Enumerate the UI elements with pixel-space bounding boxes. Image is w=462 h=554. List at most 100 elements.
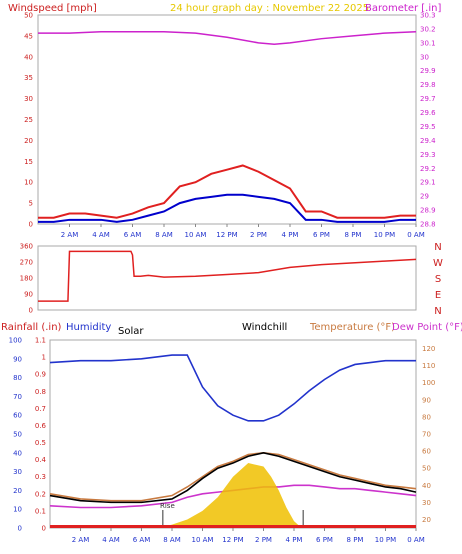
humidity-tick-label: 60 (13, 412, 22, 420)
x-tick-label: 10 AM (185, 231, 207, 239)
barometer-ticks: 28.8 28.9 29 29.1 29.2 29.3 29.4 29.5 29.6 29.7 29… (420, 12, 436, 229)
temperature-header: Temperature (°F) (309, 322, 395, 333)
x-tick-label: 2 AM (72, 536, 90, 544)
x-tick-label: 12 PM (216, 231, 237, 239)
windspeed-tick-label: 45 (24, 32, 33, 40)
x-tick-label: 2 PM (255, 536, 272, 544)
temperature-tick-label: 110 (422, 362, 435, 370)
series-barometer (38, 30, 417, 46)
direction-tick-label: 90 (24, 291, 33, 299)
windspeed-tick-label: 35 (24, 74, 33, 82)
barometer-tick-label: 29.8 (420, 81, 436, 89)
x-tick-label: 8 PM (345, 231, 362, 239)
x-tick-label: 10 AM (192, 536, 214, 544)
windspeed-tick-label: 40 (24, 53, 33, 61)
panel3-series (49, 354, 417, 528)
wind-direction-ticks: 0 90 180 270 360 (20, 243, 33, 315)
windspeed-axis-label: Windspeed [mph] (8, 3, 97, 14)
humidity-tick-label: 0 (18, 525, 22, 533)
windspeed-tick-label: 0 (29, 221, 33, 229)
rainfall-baseline (50, 525, 416, 528)
barometer-tick-label: 29 (420, 193, 429, 201)
barometer-tick-label: 29.7 (420, 95, 436, 103)
x-tick-label: 8 PM (347, 536, 364, 544)
x-tick-label: 6 AM (133, 536, 151, 544)
series-solar (156, 463, 302, 528)
x-tick-label: 8 AM (155, 231, 173, 239)
rain-tick-label: 0.7 (35, 405, 46, 413)
x-tick-label: 2 PM (250, 231, 267, 239)
x-tick-label: 0 AM (407, 231, 425, 239)
barometer-tick-label: 30.3 (420, 12, 436, 20)
panel1-frame (37, 14, 417, 225)
direction-tick-label: 180 (20, 275, 33, 283)
rain-tick-label: 1.1 (35, 337, 46, 345)
barometer-tick-label: 30.2 (420, 25, 436, 33)
humidity-tick-label: 30 (13, 468, 22, 476)
rain-tick-label: 0 (42, 525, 46, 533)
series-windchill (49, 451, 417, 504)
humidity-header: Humidity (66, 322, 111, 333)
x-tick-label: 4 PM (282, 231, 299, 239)
rain-tick-label: 0.5 (35, 439, 46, 447)
compass-label: N (434, 306, 441, 317)
x-tick-label: 6 PM (316, 536, 333, 544)
windspeed-tick-label: 30 (24, 95, 33, 103)
x-tick-label: 4 AM (92, 231, 110, 239)
series-wind-gust (38, 193, 416, 223)
compass-label: N (434, 242, 441, 253)
panel3-x-ticks: 2 AM 4 AM 6 AM 8 AM 10 AM 12 PM 2 PM 4 PM 6 PM 8 … (72, 528, 425, 544)
windchill-header: Windchill (242, 322, 287, 333)
x-tick-label: 4 PM (286, 536, 303, 544)
compass-label: S (435, 274, 441, 285)
rise-marker-label: Rise (160, 502, 175, 510)
humidity-tick-label: 100 (9, 337, 22, 345)
rain-tick-label: 0.3 (35, 473, 46, 481)
direction-tick-label: 270 (20, 259, 33, 267)
rain-tick-label: 0.8 (35, 388, 46, 396)
direction-tick-label: 360 (20, 243, 33, 251)
barometer-tick-label: 29.4 (420, 137, 436, 145)
temperature-tick-label: 90 (422, 396, 431, 404)
panel1-series (38, 30, 417, 223)
series-humidity (49, 354, 416, 422)
rain-tick-label: 0.4 (35, 456, 47, 464)
windspeed-ticks: 0 5 10 15 20 25 30 35 40 45 50 (24, 12, 33, 229)
panel2-frame (37, 245, 417, 311)
humidity-tick-label: 90 (13, 355, 22, 363)
barometer-tick-label: 30.1 (420, 39, 436, 47)
panel3-axes: 0 10 20 30 40 50 60 70 80 90 100 0 0.1 0.2 0.3 0.4 0.5 0.… (9, 337, 436, 533)
rain-tick-label: 0.6 (35, 422, 47, 430)
temperature-tick-label: 50 (422, 465, 431, 473)
windspeed-tick-label: 15 (24, 158, 33, 166)
x-tick-label: 10 PM (375, 536, 396, 544)
x-tick-label: 2 AM (61, 231, 79, 239)
solar-header: Solar (118, 326, 144, 337)
barometer-axis-label: Barometer [.in] (365, 3, 441, 14)
rain-tick-label: 0.2 (35, 490, 46, 498)
x-tick-label: 12 PM (222, 536, 243, 544)
rain-tick-label: 0.1 (35, 507, 46, 515)
temperature-tick-label: 100 (422, 379, 435, 387)
direction-tick-label: 0 (29, 307, 33, 315)
compass-label: E (435, 290, 441, 301)
x-tick-label: 6 AM (124, 231, 142, 239)
humidity-tick-label: 50 (13, 431, 22, 439)
barometer-tick-label: 29.9 (420, 67, 436, 75)
temperature-tick-label: 80 (422, 413, 431, 421)
rain-tick-label: 1 (42, 354, 46, 362)
x-tick-label: 10 PM (374, 231, 395, 239)
humidity-tick-label: 10 (13, 506, 22, 514)
x-tick-label: 4 AM (102, 536, 120, 544)
windspeed-tick-label: 10 (24, 179, 33, 187)
temperature-tick-label: 40 (422, 482, 431, 490)
windspeed-tick-label: 25 (24, 116, 33, 124)
panel1-x-ticks: 2 AM 4 AM 6 AM 8 AM 10 AM 12 PM 2 PM 4 PM 6 PM 8 … (61, 224, 425, 239)
dewpoint-header: Dew Point (°F) (392, 322, 462, 333)
series-wind-direction (38, 250, 417, 302)
barometer-tick-label: 29.3 (420, 151, 436, 159)
temperature-tick-label: 30 (422, 499, 431, 507)
x-tick-label: 6 PM (313, 231, 330, 239)
chart-title: 24 hour graph day : November 22 2025 (170, 3, 369, 14)
rainfall-header: Rainfall (.in) (1, 322, 62, 333)
